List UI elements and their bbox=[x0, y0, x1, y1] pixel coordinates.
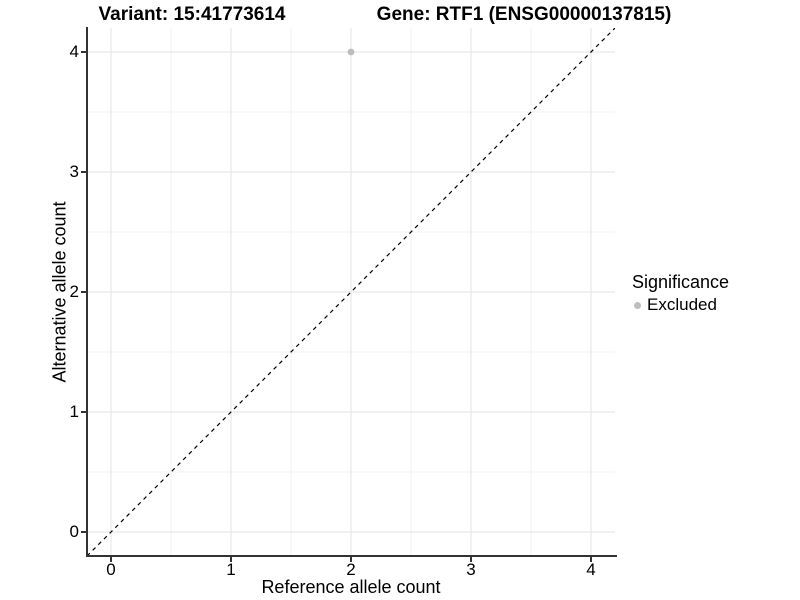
plot-canvas bbox=[86, 27, 616, 557]
x-tick-label: 2 bbox=[346, 560, 356, 579]
y-tick-label: 1 bbox=[69, 402, 79, 421]
y-axis-title-text: Alternative allele count bbox=[49, 201, 70, 383]
legend-item-label: Excluded bbox=[647, 295, 717, 314]
legend-item-excluded: Excluded bbox=[632, 295, 729, 314]
x-tick-mark bbox=[230, 557, 232, 562]
y-tick-label: 4 bbox=[69, 42, 79, 61]
y-tick-mark bbox=[81, 171, 86, 173]
y-tick-mark bbox=[81, 411, 86, 413]
x-tick-label: 4 bbox=[586, 560, 596, 579]
x-tick-mark bbox=[470, 557, 472, 562]
y-axis-line bbox=[86, 27, 88, 557]
x-tick-label: 1 bbox=[226, 560, 236, 579]
y-tick-label: 0 bbox=[69, 522, 79, 541]
plot-panel bbox=[86, 27, 616, 557]
y-tick-label: 3 bbox=[69, 162, 79, 181]
plot-title-variant: Variant: 15:41773614 bbox=[98, 4, 286, 25]
legend-point-icon bbox=[634, 302, 641, 309]
x-tick-label: 0 bbox=[106, 560, 116, 579]
y-tick-label: 2 bbox=[69, 282, 79, 301]
plot-title-gene: Gene: RTF1 (ENSG00000137815) bbox=[376, 4, 672, 25]
x-axis-title: Reference allele count bbox=[261, 577, 441, 597]
legend: Significance Excluded bbox=[632, 272, 729, 314]
x-tick-label: 3 bbox=[466, 560, 476, 579]
y-tick-mark bbox=[81, 291, 86, 293]
y-tick-mark bbox=[81, 51, 86, 53]
x-tick-mark bbox=[350, 557, 352, 562]
x-tick-mark bbox=[110, 557, 112, 562]
x-tick-mark bbox=[590, 557, 592, 562]
y-tick-mark bbox=[81, 531, 86, 533]
x-axis-line bbox=[86, 555, 617, 557]
legend-title: Significance bbox=[632, 272, 730, 292]
